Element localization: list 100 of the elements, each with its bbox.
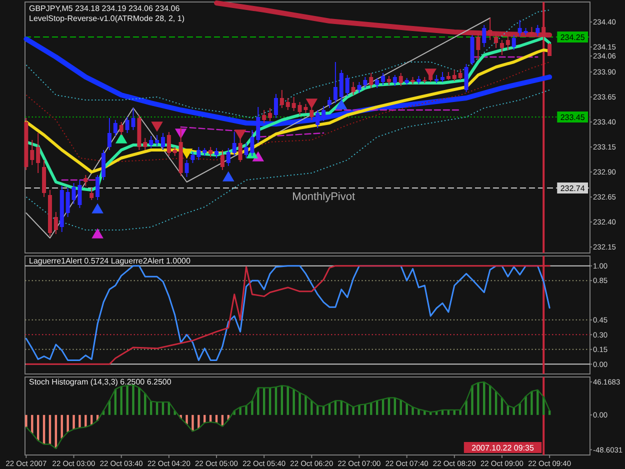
candlestick — [328, 96, 332, 108]
bar — [358, 404, 360, 415]
candlestick — [96, 174, 100, 200]
bar — [138, 388, 140, 415]
candlestick — [357, 82, 362, 94]
candlestick — [398, 72, 403, 86]
candlestick — [184, 160, 189, 178]
candlestick — [54, 212, 58, 234]
candlestick — [160, 132, 165, 150]
point — [92, 228, 104, 238]
ref-line-label: 233.45 — [560, 113, 586, 122]
bar — [298, 392, 301, 415]
candlestick — [452, 70, 456, 82]
candlestick — [155, 134, 160, 146]
text: LevelStop-Reverse-v1.0(ATRMode 28, 2, 1) — [29, 14, 185, 23]
bar — [192, 414, 194, 432]
candlestick — [292, 96, 296, 112]
candlestick — [262, 110, 266, 124]
candlestick — [333, 62, 338, 104]
bar — [120, 386, 122, 415]
candlestick — [375, 78, 380, 88]
candlestick — [518, 20, 522, 36]
candlestick — [322, 106, 326, 122]
candlestick — [351, 82, 356, 96]
candlestick — [190, 152, 195, 164]
candlestick — [345, 74, 350, 96]
line-series — [26, 90, 550, 230]
line-series — [26, 62, 550, 162]
bar — [72, 414, 75, 430]
candlestick — [458, 68, 462, 80]
point — [222, 171, 234, 182]
annotation: MonthlyPivot — [292, 191, 356, 203]
bar — [78, 414, 81, 428]
bar — [352, 407, 354, 415]
candlestick — [363, 76, 368, 88]
candlestick — [102, 150, 106, 180]
candlestick — [84, 174, 88, 186]
bar — [251, 400, 254, 415]
bar — [132, 384, 134, 415]
candlestick — [90, 188, 94, 200]
candlestick — [119, 122, 124, 136]
candlestick — [274, 94, 278, 118]
candlestick — [214, 148, 219, 158]
candlestick — [381, 72, 386, 86]
candlestick — [226, 148, 230, 166]
bar — [84, 414, 87, 428]
bar — [477, 382, 480, 415]
candlestick — [220, 150, 224, 170]
bar — [459, 410, 462, 415]
candlestick — [548, 42, 552, 56]
point — [151, 122, 163, 132]
bar — [25, 414, 28, 428]
bar — [518, 403, 521, 415]
candlestick — [66, 188, 70, 218]
bar — [198, 414, 200, 429]
candlestick — [149, 136, 154, 148]
bar — [412, 407, 414, 415]
bar — [126, 386, 128, 415]
candlestick — [440, 72, 445, 82]
chart-title: Laguerre1Alert 0.5724 Laguerre2Alert 1.0000 — [29, 256, 191, 266]
candlestick — [316, 110, 320, 128]
candlestick — [369, 72, 374, 88]
bar — [471, 386, 474, 415]
candlestick — [339, 70, 344, 100]
bar — [292, 389, 295, 415]
candlestick — [208, 146, 213, 158]
bar — [364, 404, 366, 415]
candlestick — [392, 74, 397, 86]
candlestick — [512, 34, 516, 50]
candlestick — [536, 24, 540, 36]
bar — [346, 403, 348, 415]
candlestick — [107, 118, 112, 150]
candlestick — [464, 64, 468, 92]
candlestick — [256, 106, 260, 144]
bar — [245, 406, 248, 415]
ref-line-label: 232.74 — [560, 184, 586, 193]
chart-title: GBPJPY,M5 234.18 234.19 234.06 234.06 — [29, 4, 180, 13]
candlestick — [232, 132, 236, 156]
point — [92, 203, 104, 214]
candlestick — [30, 140, 34, 166]
candlestick — [280, 90, 284, 108]
candlestick — [166, 132, 171, 156]
candlestick — [143, 138, 148, 150]
bar — [310, 400, 313, 415]
candlestick — [250, 130, 254, 156]
candlestick — [268, 108, 272, 122]
candlestick — [244, 142, 248, 158]
candlestick — [196, 146, 201, 160]
ref-line-label: 234.25 — [560, 33, 586, 42]
point — [306, 98, 318, 109]
candlestick — [36, 132, 40, 174]
bar — [304, 396, 307, 415]
bar — [530, 391, 533, 415]
candlestick — [286, 98, 290, 110]
candlestick — [482, 24, 486, 48]
bar — [524, 396, 527, 415]
bar — [536, 390, 539, 415]
candlestick — [500, 40, 504, 56]
candlestick — [113, 120, 118, 136]
bar — [66, 414, 69, 432]
